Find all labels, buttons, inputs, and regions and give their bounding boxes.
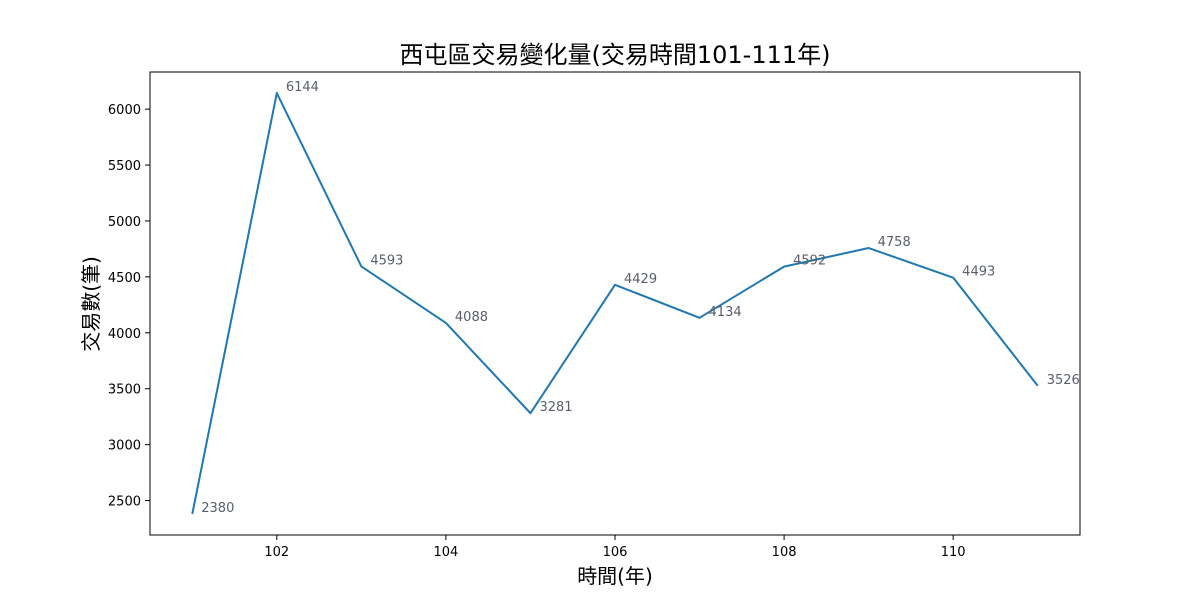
series-line <box>191 92 1039 515</box>
data-label: 3281 <box>539 400 572 415</box>
x-axis-ticks: 102 104 106 108 110 <box>264 535 966 560</box>
x-tick-label: 102 <box>264 545 289 560</box>
y-axis-ticks: 2500 3000 3500 4000 4500 5000 5500 6000 <box>108 103 150 510</box>
x-tick-label: 104 <box>433 545 458 560</box>
x-axis-label: 時間(年) <box>577 564 653 588</box>
x-tick-label: 108 <box>772 545 797 560</box>
data-label: 4593 <box>370 253 403 268</box>
data-label: 4493 <box>962 265 995 280</box>
data-label: 4429 <box>624 272 657 287</box>
y-tick-label: 4500 <box>108 271 141 286</box>
y-axis-label: 交易數(筆) <box>79 256 103 352</box>
y-tick-label: 6000 <box>108 103 141 118</box>
x-tick-label: 106 <box>603 545 628 560</box>
x-tick-label: 110 <box>941 545 966 560</box>
chart-title: 西屯區交易變化量(交易時間101-111年) <box>399 41 830 69</box>
y-tick-label: 2500 <box>108 495 141 510</box>
data-label: 4758 <box>878 235 911 250</box>
data-label: 3526 <box>1047 373 1080 388</box>
y-tick-label: 4000 <box>108 327 141 342</box>
data-label: 4088 <box>455 310 488 325</box>
y-tick-label: 5500 <box>108 159 141 174</box>
data-labels: 2380 6144 4593 4088 3281 4429 4134 4592 4758 4493… <box>201 80 1080 516</box>
y-tick-label: 5000 <box>108 215 141 230</box>
y-tick-label: 3500 <box>108 383 141 398</box>
data-label: 4134 <box>709 305 742 320</box>
data-label: 4592 <box>793 254 826 269</box>
data-label: 6144 <box>286 80 319 95</box>
data-label: 2380 <box>201 501 234 516</box>
plot-frame <box>149 71 1081 536</box>
y-tick-label: 3000 <box>108 439 141 454</box>
